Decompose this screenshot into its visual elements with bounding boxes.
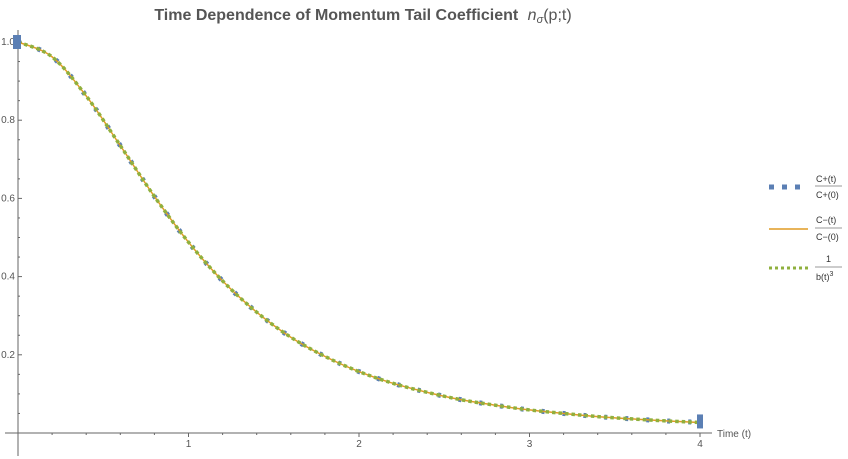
legend-den-2-exp: 3	[830, 271, 834, 278]
x-tick-label-2: 3	[527, 439, 533, 450]
legend-den-2: b(t)3	[816, 271, 834, 282]
legend-item-2: 1 b(t)3	[769, 254, 842, 282]
series-layer	[13, 35, 703, 429]
chart-title-sub: σ	[537, 14, 544, 26]
legend-num-2: 1	[826, 254, 831, 264]
legend-den-1: C−(0)	[816, 232, 839, 242]
y-tick-label-1: 0.4	[1, 272, 15, 283]
legend-den-0: C+(0)	[816, 190, 839, 200]
x-tick-label-1: 2	[356, 439, 362, 450]
x-axis-label: Time (t)	[717, 429, 751, 440]
series-line-1	[17, 41, 701, 424]
x-tick-label-0: 1	[186, 439, 192, 450]
series-line-2	[17, 40, 701, 425]
y-ticks: 0.2 0.4 0.6 0.8 1.0	[1, 37, 22, 414]
x-tick-label-3: 4	[697, 439, 703, 450]
series-0-end-cap	[697, 414, 703, 429]
legend: C+(t) C+(0) C−(t) C−(0) 1 b(t)3	[769, 174, 842, 282]
y-tick-label-3: 0.8	[1, 115, 15, 126]
chart-title: Time Dependence of Momentum Tail Coeffic…	[154, 7, 571, 26]
legend-den-2-base: b(t)	[816, 272, 830, 282]
series-line-0	[17, 39, 701, 425]
legend-num-0: C+(t)	[816, 174, 836, 184]
chart-title-text: Time Dependence of Momentum Tail Coeffic…	[154, 7, 519, 24]
y-tick-label-0: 0.2	[1, 350, 15, 361]
y-tick-label-2: 0.6	[1, 193, 15, 204]
chart-title-math: n	[528, 7, 537, 24]
legend-item-0: C+(t) C+(0)	[769, 174, 842, 200]
y-tick-label-4: 1.0	[1, 37, 15, 48]
series-0-start-cap	[13, 35, 21, 49]
legend-num-1: C−(t)	[816, 215, 836, 225]
x-ticks: 1 2 3 4	[51, 433, 703, 450]
legend-item-1: C−(t) C−(0)	[769, 215, 842, 242]
chart-title-args: (p;t)	[543, 7, 571, 24]
